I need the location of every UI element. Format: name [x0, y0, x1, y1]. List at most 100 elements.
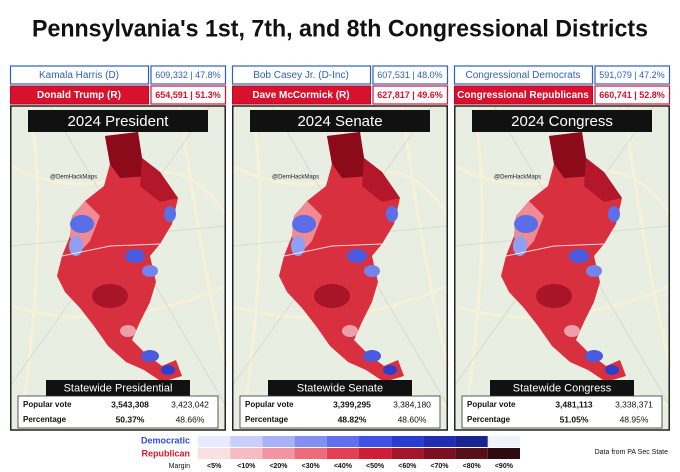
statewide-title: Statewide Senate [297, 382, 383, 394]
watermark: @DemHackMaps [50, 175, 97, 181]
dem-statewide: 50.37% [116, 414, 145, 424]
dem-result-box [594, 65, 671, 85]
statewide-title: Statewide Congress [513, 382, 612, 394]
rep-statewide: 48.60% [398, 414, 427, 424]
legend-margin: Margin [169, 463, 191, 470]
rep-name: Donald Trump (R) [37, 90, 121, 101]
legend-blue-cell [262, 436, 295, 447]
dem-statewide: 3,399,295 [333, 399, 371, 409]
statewide-table [239, 395, 441, 429]
panel: Kamala Harris (D) 609,332 | 47.8% Donald T… [8, 65, 228, 432]
legend-red-cell [423, 448, 456, 459]
legend-tick: <50% [366, 463, 385, 470]
rep-name-box [454, 85, 593, 105]
heading-box [472, 110, 652, 132]
dem-result: 607,531 | 48.0% [377, 70, 442, 80]
rep-statewide: 3,384,180 [393, 399, 431, 409]
row-label: Popular vote [245, 400, 294, 409]
statewide-table [461, 395, 663, 429]
panel-heading: 2024 President [68, 113, 170, 130]
heading-box [28, 110, 208, 132]
row-label: Popular vote [467, 400, 516, 409]
legend-tick: <40% [334, 463, 353, 470]
map-frame [232, 105, 448, 431]
dem-result: 591,079 | 47.2% [599, 70, 664, 80]
dem-statewide: 48.82% [338, 414, 367, 424]
rep-result: 660,741 | 52.8% [599, 90, 665, 100]
legend-tick: <90% [495, 463, 514, 470]
rep-name: Dave McCormick (R) [252, 90, 349, 101]
rep-result: 627,817 | 49.6% [377, 90, 443, 100]
rep-statewide: 3,423,042 [171, 399, 209, 409]
legend-blue-cell [455, 436, 488, 447]
dem-statewide: 51.05% [560, 414, 589, 424]
panel: Bob Casey Jr. (D-Inc) 607,531 | 48.0% Dave… [230, 65, 450, 432]
dem-statewide: 3,481,113 [555, 399, 593, 409]
legend-republican: Republican [141, 448, 190, 458]
dem-name: Bob Casey Jr. (D-Inc) [253, 70, 349, 81]
panel-heading: 2024 Senate [297, 113, 382, 130]
legend-tick: <80% [463, 463, 482, 470]
legend-tick: <70% [430, 463, 449, 470]
dem-result-box [372, 65, 449, 85]
dem-name: Kamala Harris (D) [39, 70, 119, 81]
legend-red-cell [326, 448, 359, 459]
rep-statewide: 48.66% [176, 414, 205, 424]
dem-result-box [150, 65, 227, 85]
dem-name: Congressional Democrats [465, 70, 580, 81]
dem-name-box [9, 65, 150, 85]
watermark: @DemHackMaps [494, 175, 541, 181]
heading-box [250, 110, 430, 132]
rep-name: Congressional Republicans [457, 90, 589, 101]
row-label: Percentage [23, 415, 67, 424]
rep-result-box [372, 85, 449, 105]
dem-name-box [231, 65, 372, 85]
legend-tick: <20% [269, 463, 288, 470]
legend-blue-cell [294, 436, 327, 447]
rep-statewide: 3,338,371 [615, 399, 653, 409]
legend-red-cell [294, 448, 327, 459]
dem-result: 609,332 | 47.8% [155, 70, 220, 80]
panel-heading: 2024 Congress [511, 113, 613, 130]
source-note: Data from PA Sec State [595, 449, 669, 456]
watermark: @DemHackMaps [272, 175, 319, 181]
rep-name-box [10, 85, 149, 105]
panel: Congressional Democrats 591,079 | 47.2% Co… [452, 65, 672, 432]
statewide-box [46, 380, 190, 396]
legend-red-cell [359, 448, 392, 459]
legend-blue-cell [487, 436, 520, 447]
legend-democratic: Democratic [141, 435, 190, 445]
statewide-title: Statewide Presidential [64, 382, 173, 394]
statewide-box [268, 380, 412, 396]
row-label: Percentage [245, 415, 289, 424]
legend-red-cell [198, 448, 231, 459]
legend-blue-cell [198, 436, 231, 447]
legend-red-cell [262, 448, 295, 459]
legend-blue-cell [423, 436, 456, 447]
legend-red-cell [391, 448, 424, 459]
statewide-box [490, 380, 634, 396]
legend-red-cell [230, 448, 263, 459]
legend-tick: <60% [398, 463, 417, 470]
map-frame [454, 105, 670, 431]
dem-statewide: 3,543,308 [111, 399, 149, 409]
statewide-table [17, 395, 219, 429]
legend-red-cell [455, 448, 488, 459]
legend-blue-cell [391, 436, 424, 447]
rep-name-box [232, 85, 371, 105]
rep-result-box [594, 85, 671, 105]
legend-blue-cell [359, 436, 392, 447]
legend-blue-cell [326, 436, 359, 447]
legend-tick: <10% [237, 463, 256, 470]
legend-red-cell [487, 448, 520, 459]
legend-tick: <30% [302, 463, 321, 470]
row-label: Percentage [467, 415, 511, 424]
row-label: Popular vote [23, 400, 72, 409]
map-frame [10, 105, 226, 431]
rep-statewide: 48.95% [620, 414, 649, 424]
dem-name-box [453, 65, 594, 85]
legend-blue-cell [230, 436, 263, 447]
page-title: Pennsylvania's 1st, 7th, and 8th Congres… [32, 15, 648, 42]
rep-result-box [150, 85, 227, 105]
